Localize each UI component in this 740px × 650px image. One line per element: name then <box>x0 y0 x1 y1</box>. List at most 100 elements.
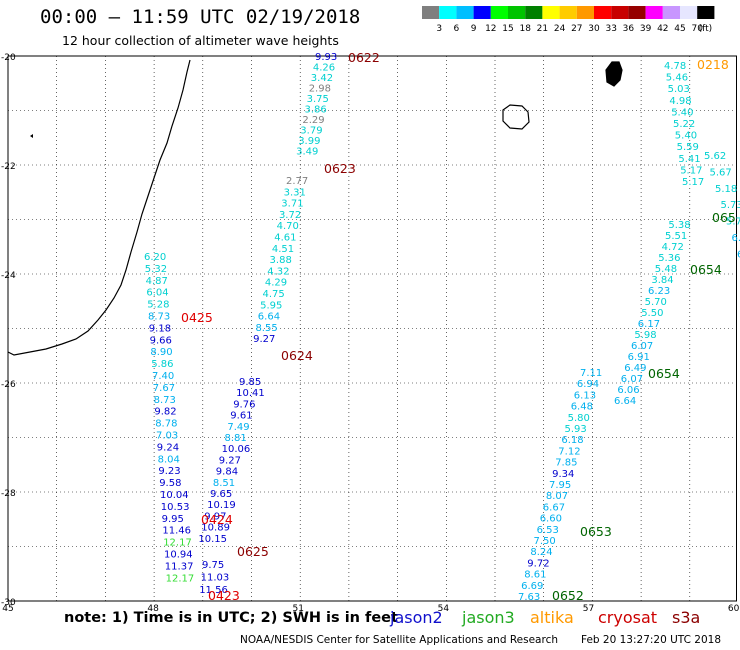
wave-height-value: 4.51 <box>272 244 294 255</box>
coastlines <box>7 59 623 356</box>
wave-height-value: 6.91 <box>628 352 650 363</box>
wave-height-value: 9.61 <box>230 411 252 422</box>
pass-time-label: 0623 <box>324 161 356 176</box>
pass-time-label: 0652 <box>552 588 584 603</box>
wave-height-value: 3.42 <box>311 73 333 84</box>
wave-height-value: 5.67 <box>710 167 732 178</box>
legend-swatch <box>508 6 526 19</box>
islet <box>30 134 33 138</box>
wave-height-value: 9.82 <box>154 407 176 418</box>
wave-height-value: 4.70 <box>277 221 299 232</box>
wave-height-value: 6.69 <box>521 581 543 592</box>
pass-time-label: 0423 <box>208 588 240 603</box>
legend-swatch <box>456 6 474 19</box>
wave-height-value: 4.32 <box>267 266 289 277</box>
wave-height-value: 8.78 <box>155 419 177 430</box>
map-title: 00:00 – 11:59 UTC 02/19/2018 <box>40 6 361 28</box>
wave-height-value: 10.41 <box>236 388 265 399</box>
generated-timestamp: Feb 20 13:27:20 UTC 2018 <box>581 634 721 646</box>
wave-height-value: 7.11 <box>580 368 602 379</box>
legend-swatch <box>542 6 560 19</box>
legend-swatch <box>594 6 612 19</box>
legend-swatch <box>439 6 457 19</box>
wave-height-value: 5.17 <box>680 165 702 176</box>
legend-label: 18 <box>519 24 531 34</box>
wave-height-value: 3.31 <box>284 187 306 198</box>
wave-height-value: 5.03 <box>668 84 690 95</box>
legend-label: 15 <box>502 24 513 34</box>
lat-label: -30 <box>1 598 16 608</box>
legend-label: 33 <box>605 24 616 34</box>
wave-height-value: 3.71 <box>281 199 303 210</box>
wave-height-value: 5.41 <box>678 154 700 165</box>
wave-height-value: 6.06 <box>617 385 639 396</box>
legend-swatch <box>422 6 440 19</box>
legend-label: 30 <box>588 24 600 34</box>
lat-label: -22 <box>1 162 16 172</box>
wave-height-value: 11.03 <box>201 573 230 584</box>
wave-height-value: 10.53 <box>161 502 190 513</box>
wave-height-value: 5.73 <box>721 200 740 211</box>
wave-height-value: 6.64 <box>614 396 636 407</box>
wave-height-value: 6.00 <box>737 249 740 260</box>
wave-height-value: 5.86 <box>151 359 173 370</box>
lon-label: 54 <box>438 604 450 614</box>
wave-height-value: 4.72 <box>662 242 684 253</box>
wave-height-value: 8.55 <box>255 323 277 334</box>
wave-height-value: 6.60 <box>540 514 562 525</box>
color-legend: 3 6 9 12 15 18 21 24 27 30 33 36 39 42 45 70(ft) <box>422 6 715 34</box>
wave-height-value: 5.62 <box>704 151 726 162</box>
wave-height-value: 5.50 <box>641 308 663 319</box>
legend-jason2: jason2 <box>390 608 443 627</box>
legend-cryosat: cryosat <box>598 608 658 627</box>
legend-label: 36 <box>623 24 635 34</box>
wave-height-value: 4.61 <box>274 233 296 244</box>
wave-height-value: 3.75 <box>307 94 329 105</box>
legend-label: 27 <box>571 24 582 34</box>
wave-height-value: 10.04 <box>160 490 189 501</box>
lat-label: -20 <box>1 53 16 63</box>
wave-height-value: 6.04 <box>146 288 168 299</box>
wave-height-value: 5.38 <box>668 220 690 231</box>
legend-swatch <box>645 6 663 19</box>
wave-height-value: 7.03 <box>156 431 178 442</box>
wave-height-value: 7.95 <box>549 480 571 491</box>
lat-label: -26 <box>1 380 16 390</box>
pass-time-label: 0625 <box>237 544 269 559</box>
wave-height-value: 5.48 <box>655 264 677 275</box>
wave-height-value: 5.76 <box>726 217 740 228</box>
legend-swatch <box>473 6 491 19</box>
wave-height-value: 6.13 <box>574 390 596 401</box>
wave-height-value: 9.97 <box>204 511 226 522</box>
wave-height-value: 10.15 <box>198 534 227 545</box>
wave-height-value: 7.50 <box>534 536 556 547</box>
wave-height-value: 3.79 <box>300 126 322 137</box>
wave-height-value: 9.85 <box>239 377 261 388</box>
legend-swatch <box>680 6 698 19</box>
wave-height-value: 5.17 <box>682 177 704 188</box>
wave-height-value: 6.26 <box>732 233 740 244</box>
wave-height-value: 4.98 <box>669 96 691 107</box>
wave-height-value: 3.49 <box>296 147 318 158</box>
pass-time-label: 0624 <box>281 348 313 363</box>
legend-swatch <box>628 6 646 19</box>
madagascar-coast <box>7 59 191 356</box>
wave-height-value: 8.04 <box>158 454 180 465</box>
legend-s3a: s3a <box>672 608 701 627</box>
legend-swatch <box>662 6 680 19</box>
legend-label: 45 <box>674 24 685 34</box>
legend-label: 70 <box>691 24 703 34</box>
lon-label: 57 <box>583 604 594 614</box>
wave-height-value: 9.24 <box>157 442 179 453</box>
wave-height-value: 9.95 <box>162 514 184 525</box>
wave-height-value: 9.27 <box>219 455 241 466</box>
legend-label: 6 <box>454 24 460 34</box>
legend-label: 9 <box>471 24 477 34</box>
legend-altika: altika <box>530 608 574 627</box>
pass-time-label: 065 <box>712 210 736 225</box>
wave-height-value: 2.29 <box>302 115 324 126</box>
mauritius-island <box>605 61 623 87</box>
wave-height-value: 3.72 <box>279 210 301 221</box>
wave-height-value: 11.37 <box>165 561 194 572</box>
